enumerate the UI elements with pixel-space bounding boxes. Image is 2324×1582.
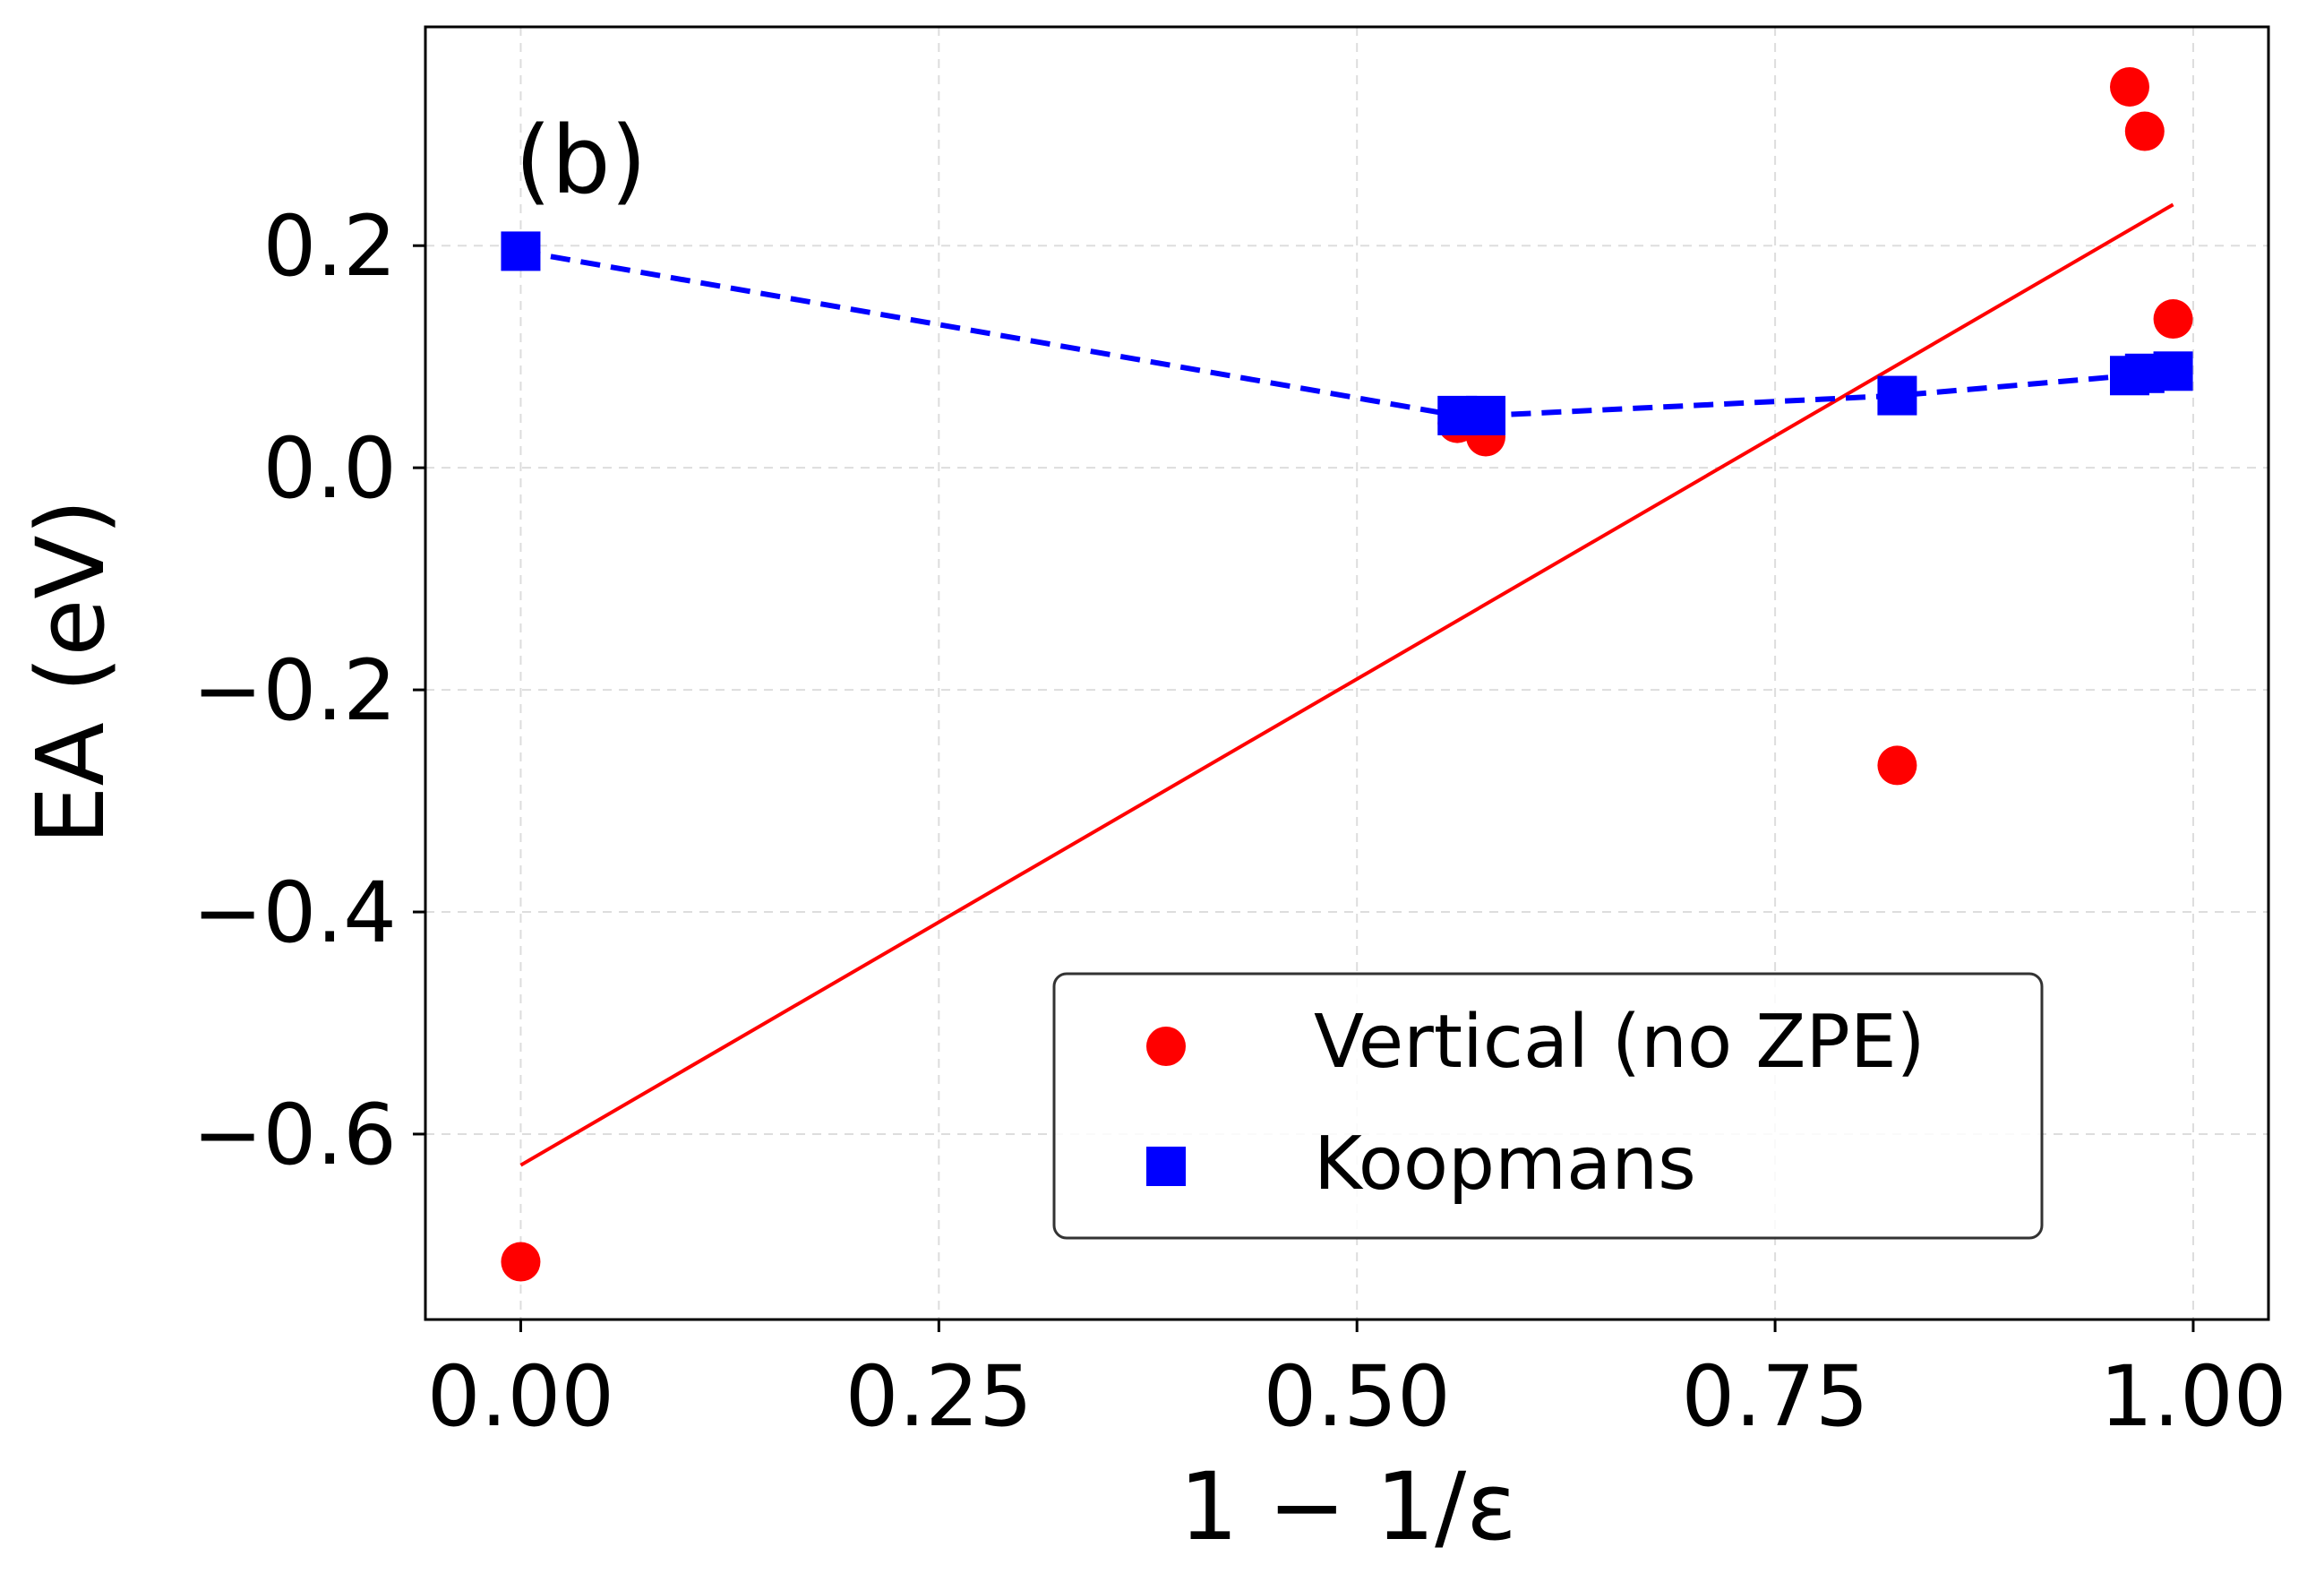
vertical-point	[2124, 111, 2165, 151]
panel-label: (b)	[515, 106, 647, 215]
axis-ticks: 0.00 0.25 0.50 0.75 1.00 −0.6 −0.4 −0.2 0.0 0.2	[193, 198, 2287, 1446]
y-tick-label: −0.4	[193, 864, 397, 962]
y-tick-label: −0.6	[193, 1087, 397, 1184]
x-tick-label: 0.75	[1681, 1348, 1868, 1446]
x-axis-title: 1 − 1/ε	[1179, 1452, 1517, 1561]
legend-marker-vertical	[1146, 1027, 1186, 1066]
koopmans-point	[1877, 375, 1917, 416]
legend-marker-koopmans	[1146, 1147, 1186, 1186]
y-axis-title: EA (eV)	[16, 499, 125, 845]
x-tick-label: 0.00	[427, 1348, 614, 1446]
y-tick-label: 0.2	[263, 198, 398, 296]
x-tick-label: 1.00	[2099, 1348, 2286, 1446]
vertical-point	[501, 1242, 541, 1282]
x-tick-label: 0.50	[1264, 1348, 1451, 1446]
linear-fit-line	[519, 202, 2174, 1167]
vertical-point	[2153, 299, 2193, 340]
koopmans-point	[2153, 351, 2193, 391]
legend-frame	[1052, 972, 2044, 1240]
y-tick-label: −0.2	[193, 642, 397, 740]
x-tick-label: 0.25	[845, 1348, 1033, 1446]
vertical-point	[1877, 745, 1917, 786]
legend-label-koopmans: Koopmans	[1314, 1122, 1696, 1207]
y-tick-label: 0.0	[263, 420, 398, 518]
koopmans-dashed-line	[519, 248, 2174, 418]
vertical-point	[2109, 66, 2149, 107]
plot-area-frame	[424, 25, 2270, 1321]
koopmans-point	[1466, 395, 1506, 435]
legend: Vertical (no ZPE) Koopmans	[1052, 972, 2044, 1240]
fit-line-layer	[519, 202, 2174, 1167]
koopmans-point	[501, 231, 541, 271]
legend-label-vertical: Vertical (no ZPE)	[1314, 1000, 1925, 1085]
series-layer	[501, 66, 2193, 1282]
